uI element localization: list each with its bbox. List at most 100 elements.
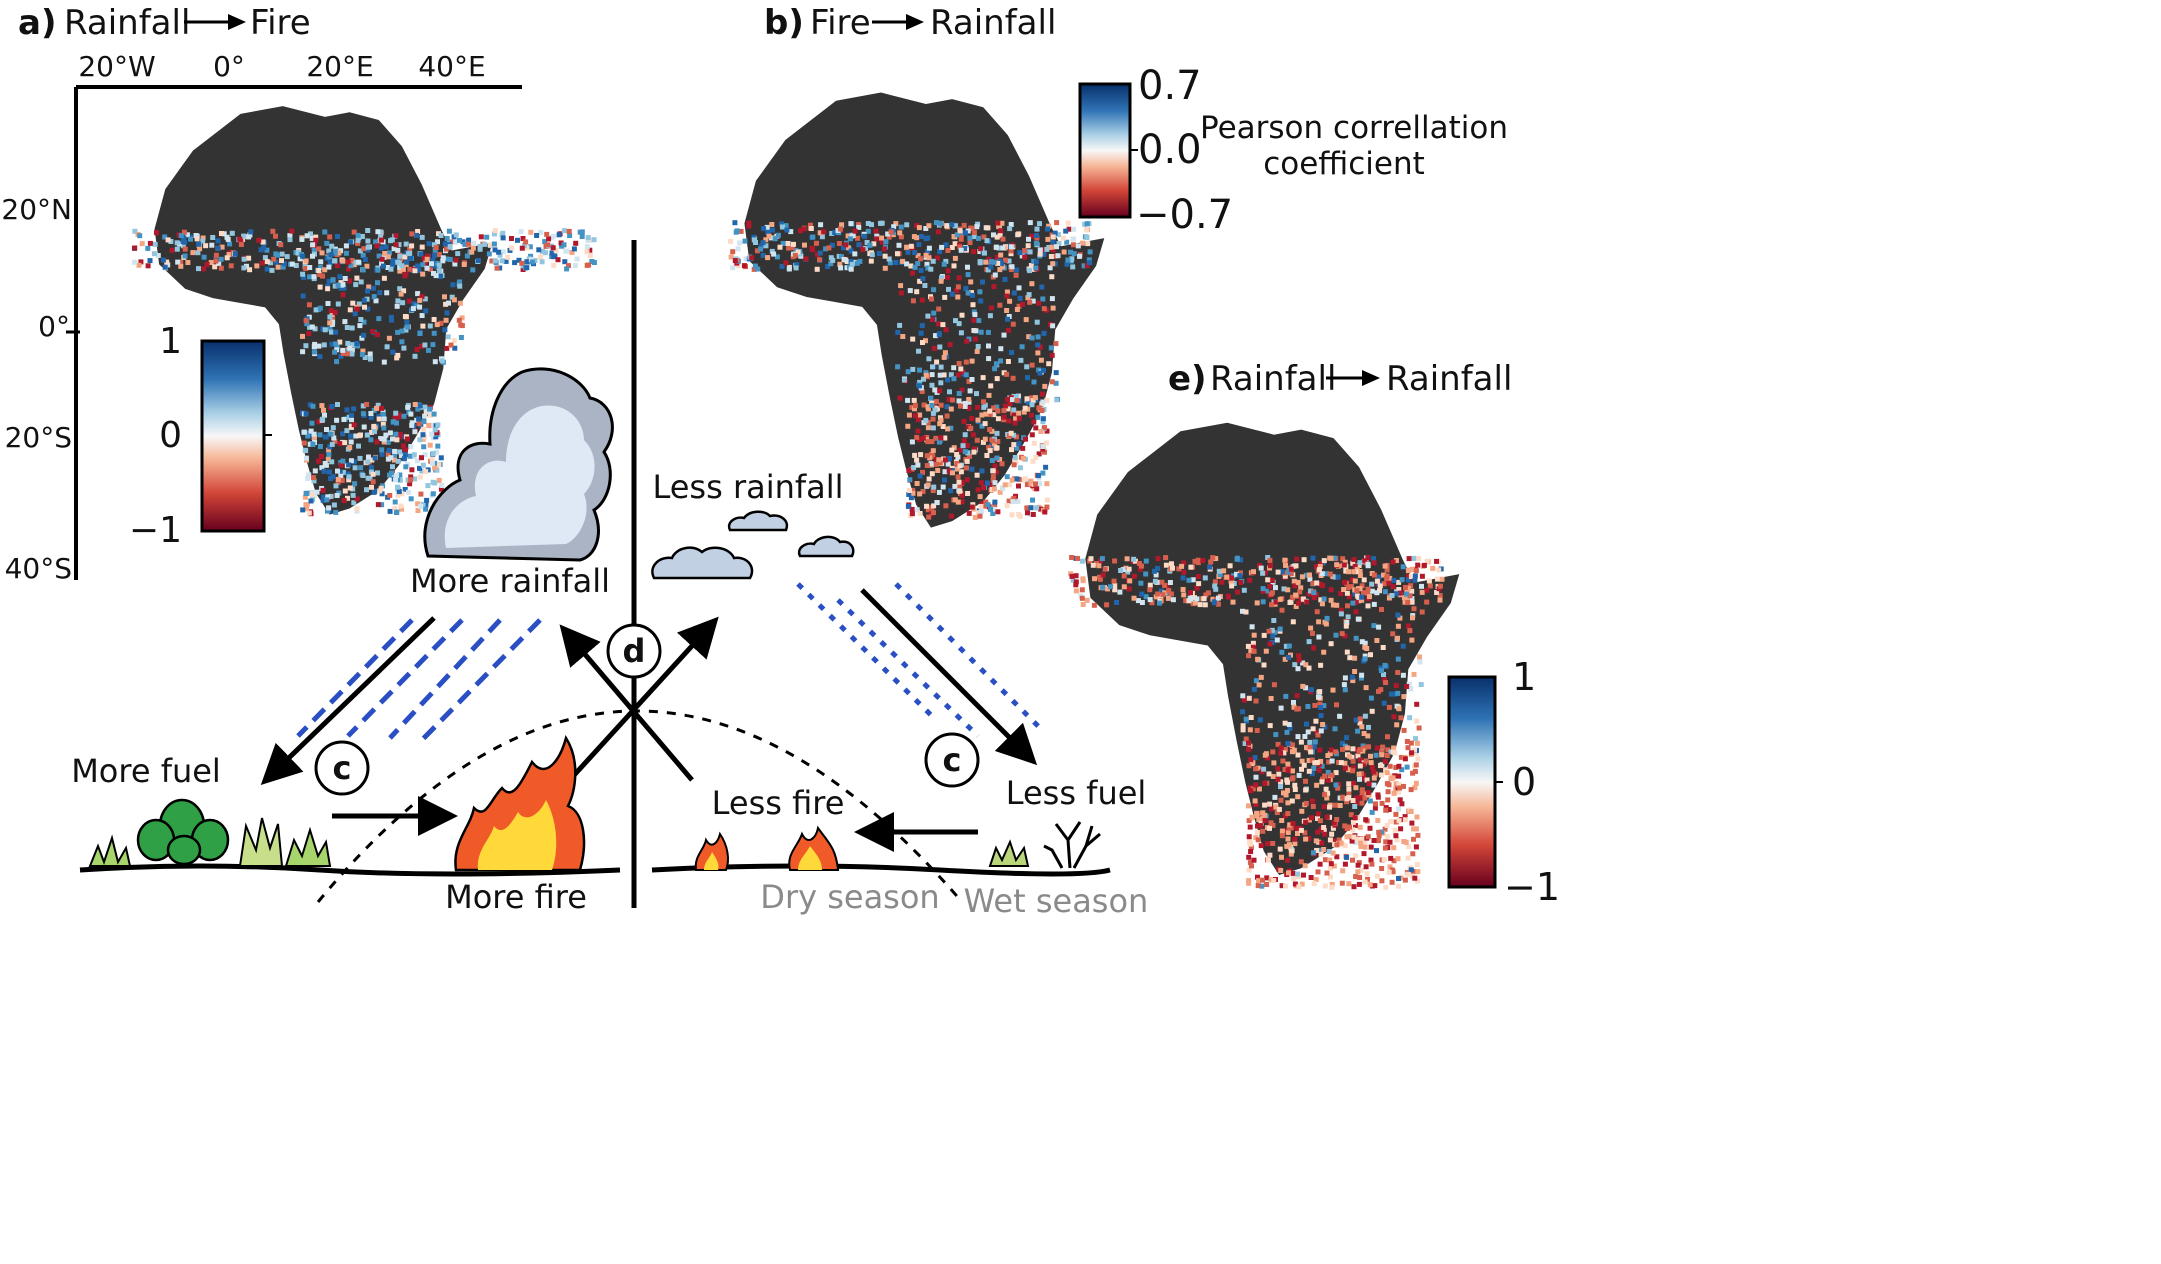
map-pixel (1362, 644, 1368, 650)
map-pixel (351, 229, 357, 235)
map-pixel (1121, 573, 1127, 579)
map-pixel (397, 286, 403, 292)
map-pixel (1050, 234, 1056, 240)
map-pixel (320, 416, 326, 422)
map-pixel (512, 260, 518, 266)
map-pixel (1264, 755, 1270, 761)
map-pixel (1054, 220, 1060, 226)
map-pixel (1344, 735, 1350, 741)
map-pixel (317, 354, 323, 360)
map-pixel (225, 236, 231, 242)
map-pixel (326, 248, 332, 254)
map-pixel (180, 243, 186, 249)
map-pixel (1346, 786, 1352, 792)
map-pixel (427, 412, 433, 418)
map-pixel (306, 331, 312, 337)
map-pixel (1283, 643, 1289, 649)
map-pixel (1363, 685, 1369, 691)
map-pixel (1418, 682, 1424, 687)
map-pixel (397, 432, 403, 437)
map-pixel (983, 499, 989, 505)
map-pixel (417, 403, 423, 409)
map-pixel (357, 323, 363, 329)
map-pixel (348, 439, 354, 445)
map-pixel (332, 250, 338, 256)
map-pixel (975, 404, 980, 410)
map-pixel (1053, 341, 1059, 347)
map-pixel (1407, 628, 1413, 634)
map-pixel (1308, 749, 1314, 755)
map-pixel (1319, 571, 1325, 577)
map-pixel (402, 273, 408, 279)
map-pixel (1166, 588, 1172, 594)
map-pixel (1028, 412, 1034, 418)
map-pixel (1246, 803, 1251, 809)
season-arc (316, 709, 964, 903)
map-pixel (1303, 800, 1309, 806)
map-pixel (1079, 558, 1085, 564)
map-pixel (995, 509, 1001, 515)
map-pixel (383, 244, 389, 250)
map-pixel (1384, 781, 1390, 787)
map-pixel (1282, 767, 1288, 772)
map-pixel (1321, 558, 1327, 564)
map-pixel (1044, 504, 1050, 510)
map-pixel (246, 255, 252, 261)
map-pixel (883, 239, 889, 245)
map-pixel (1300, 660, 1306, 666)
map-pixel (1396, 883, 1402, 889)
map-pixel (1411, 555, 1417, 561)
map-pixel (1320, 776, 1325, 782)
map-pixel (317, 432, 323, 438)
map-pixel (1294, 556, 1300, 562)
map-pixel (953, 318, 958, 324)
map-pixel (1243, 609, 1249, 615)
map-pixel (200, 235, 206, 241)
map-pixel (1380, 744, 1386, 750)
map-pixel (304, 502, 310, 508)
map-pixel (914, 457, 920, 463)
map-pixel (1341, 587, 1347, 592)
map-pixel (765, 255, 771, 261)
colorbar-a-mid: 0 (159, 415, 182, 456)
map-pixel (386, 447, 392, 453)
map-pixel (348, 458, 354, 464)
map-pixel (1355, 837, 1361, 843)
map-pixel (1387, 763, 1393, 769)
map-pixel (1292, 881, 1298, 887)
map-pixel (1319, 601, 1325, 607)
map-pixel (461, 262, 467, 267)
map-pixel (397, 477, 403, 483)
map-pixel (556, 232, 562, 238)
map-pixel (1317, 861, 1323, 867)
map-pixel (417, 297, 423, 303)
map-pixel (275, 264, 281, 270)
map-pixel (1334, 854, 1340, 860)
map-pixel (357, 455, 363, 461)
map-pixel (1307, 576, 1313, 582)
map-pixel (937, 372, 943, 378)
map-pixel (994, 376, 1000, 382)
map-pixel (347, 345, 353, 351)
map-pixel (1280, 758, 1286, 764)
map-pixel (1263, 588, 1269, 594)
map-pixel (1253, 802, 1259, 807)
map-pixel (360, 473, 366, 478)
map-pixel (1412, 747, 1417, 753)
map-pixel (1228, 575, 1234, 581)
map-pixel (1388, 855, 1394, 861)
map-pixel (516, 257, 522, 263)
map-pixel (430, 491, 436, 497)
map-pixel (1313, 838, 1319, 844)
map-pixel (1028, 505, 1034, 511)
map-pixel (1155, 591, 1161, 597)
map-pixel (1242, 741, 1248, 746)
map-pixel (989, 458, 995, 463)
map-pixel (415, 229, 421, 234)
map-pixel (345, 495, 350, 501)
map-pixel (770, 227, 776, 233)
map-pixel (976, 318, 982, 323)
map-pixel (1419, 573, 1425, 579)
map-pixel (1395, 670, 1401, 675)
map-pixel (1092, 576, 1097, 582)
